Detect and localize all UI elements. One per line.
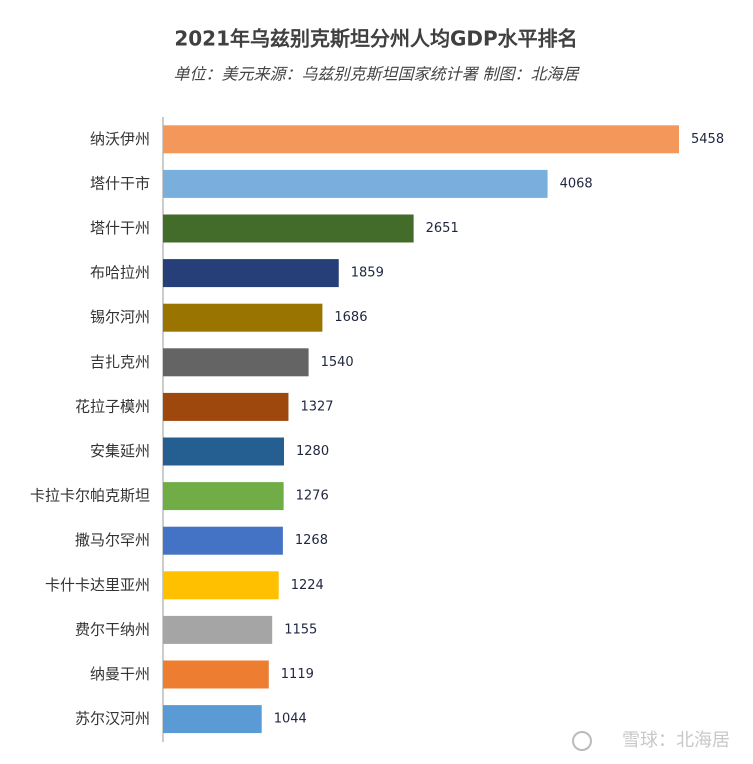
category-label: 塔什干市	[90, 174, 150, 192]
bar	[163, 615, 273, 644]
category-label: 布哈拉州	[90, 264, 150, 282]
chart-subtitle: 单位：美元来源：乌兹别克斯坦国家统计署 制图：北海居	[173, 65, 580, 84]
value-label: 5458	[691, 132, 724, 147]
category-label: 卡拉卡尔帕克斯坦	[30, 487, 150, 505]
value-label: 1276	[296, 489, 329, 504]
value-label: 4068	[560, 176, 593, 191]
bar	[163, 169, 548, 198]
value-label: 1119	[281, 667, 314, 682]
bar	[163, 660, 269, 689]
category-label: 撒马尔罕州	[75, 531, 150, 549]
bar	[163, 571, 279, 600]
category-label: 花拉子模州	[75, 397, 150, 415]
category-label: 塔什干州	[90, 219, 150, 237]
bar	[163, 303, 323, 332]
category-label: 纳沃伊州	[90, 130, 150, 148]
category-label: 费尔干纳州	[75, 620, 150, 638]
value-label: 1859	[351, 266, 384, 281]
category-label: 纳曼干州	[90, 665, 150, 683]
value-label: 1686	[334, 310, 367, 325]
bar	[163, 392, 289, 421]
value-label: 1327	[300, 399, 333, 414]
bar	[163, 125, 679, 154]
watermark-logo	[572, 731, 592, 751]
category-label: 苏尔汉河州	[75, 710, 150, 728]
category-label: 卡什卡达里亚州	[45, 576, 150, 594]
category-label: 锡尔河州	[90, 308, 150, 326]
bar	[163, 259, 339, 288]
category-label: 安集延州	[90, 442, 150, 460]
value-label: 1155	[284, 622, 317, 637]
value-label: 1280	[296, 444, 329, 459]
value-label: 1268	[295, 533, 328, 548]
bar	[163, 705, 262, 734]
value-label: 1540	[321, 355, 354, 370]
chart-title: 2021年乌兹别克斯坦分州人均GDP水平排名	[174, 27, 577, 51]
value-label: 1224	[291, 578, 324, 593]
bar	[163, 214, 414, 243]
category-label: 吉扎克州	[90, 353, 150, 371]
bar	[163, 482, 284, 511]
value-label: 1044	[274, 712, 307, 727]
bar	[163, 437, 285, 466]
value-label: 2651	[426, 221, 459, 236]
watermark: 雪球：北海居	[622, 730, 730, 751]
bar	[163, 526, 283, 555]
bar	[163, 348, 309, 377]
